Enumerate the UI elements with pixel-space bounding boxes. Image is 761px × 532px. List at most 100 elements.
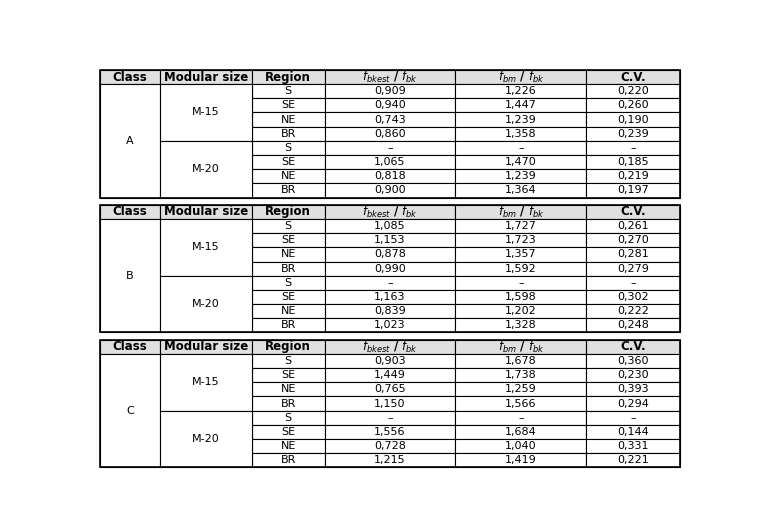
Text: NE: NE xyxy=(281,171,296,181)
Bar xyxy=(325,233,455,247)
Bar xyxy=(161,340,252,354)
Text: $f_{bm}$ / $f_{bk}$: $f_{bm}$ / $f_{bk}$ xyxy=(498,69,544,85)
Bar xyxy=(455,290,586,304)
Text: 0,222: 0,222 xyxy=(617,306,649,316)
Bar xyxy=(252,276,325,290)
Bar xyxy=(455,98,586,112)
Text: 0,743: 0,743 xyxy=(374,114,406,124)
Bar xyxy=(586,169,680,184)
Text: 0,940: 0,940 xyxy=(374,101,406,111)
Text: 0,728: 0,728 xyxy=(374,441,406,451)
Text: S: S xyxy=(285,356,291,366)
Bar xyxy=(325,368,455,383)
Bar xyxy=(252,233,325,247)
Text: 0,279: 0,279 xyxy=(617,264,649,273)
Text: 0,302: 0,302 xyxy=(617,292,649,302)
Text: 0,360: 0,360 xyxy=(617,356,649,366)
Text: S: S xyxy=(285,86,291,96)
Bar xyxy=(100,70,161,84)
Text: M-15: M-15 xyxy=(193,377,220,387)
Text: 0,270: 0,270 xyxy=(617,235,649,245)
Bar xyxy=(161,70,252,84)
Text: NE: NE xyxy=(281,441,296,451)
Text: C.V.: C.V. xyxy=(620,205,646,219)
Bar xyxy=(586,276,680,290)
Bar xyxy=(161,219,252,276)
Bar xyxy=(586,112,680,127)
Bar xyxy=(252,425,325,439)
Text: A: A xyxy=(126,136,134,146)
Bar xyxy=(586,233,680,247)
Bar xyxy=(100,340,680,467)
Bar xyxy=(586,304,680,318)
Text: 1,449: 1,449 xyxy=(374,370,406,380)
Bar xyxy=(455,233,586,247)
Bar xyxy=(586,127,680,141)
Bar xyxy=(252,318,325,332)
Text: S: S xyxy=(285,278,291,288)
Bar xyxy=(100,219,161,332)
Text: SE: SE xyxy=(281,157,295,167)
Text: 0,909: 0,909 xyxy=(374,86,406,96)
Bar xyxy=(455,411,586,425)
Text: $f_{bm}$ / $f_{bk}$: $f_{bm}$ / $f_{bk}$ xyxy=(498,204,544,220)
Bar xyxy=(325,141,455,155)
Text: 1,153: 1,153 xyxy=(374,235,406,245)
Text: 1,566: 1,566 xyxy=(505,398,537,409)
Bar xyxy=(455,247,586,262)
Text: 1,419: 1,419 xyxy=(505,455,537,466)
Text: 1,239: 1,239 xyxy=(505,114,537,124)
Text: 0,144: 0,144 xyxy=(617,427,649,437)
Bar xyxy=(586,354,680,368)
Text: 1,592: 1,592 xyxy=(505,264,537,273)
Bar xyxy=(100,354,161,467)
Bar xyxy=(586,411,680,425)
Bar xyxy=(161,276,252,332)
Bar xyxy=(325,354,455,368)
Text: C.V.: C.V. xyxy=(620,71,646,84)
Text: 0,294: 0,294 xyxy=(617,398,649,409)
Text: 0,878: 0,878 xyxy=(374,250,406,260)
Text: –: – xyxy=(630,413,636,423)
Bar xyxy=(252,247,325,262)
Bar xyxy=(586,318,680,332)
Bar xyxy=(252,304,325,318)
Bar xyxy=(325,340,455,354)
Bar xyxy=(325,70,455,84)
Bar xyxy=(161,411,252,467)
Text: 0,903: 0,903 xyxy=(374,356,406,366)
Bar xyxy=(325,318,455,332)
Bar xyxy=(161,84,252,141)
Text: 1,364: 1,364 xyxy=(505,186,537,195)
Text: 0,900: 0,900 xyxy=(374,186,406,195)
Text: –: – xyxy=(387,413,393,423)
Text: 1,447: 1,447 xyxy=(505,101,537,111)
Text: C: C xyxy=(126,406,134,415)
Text: Class: Class xyxy=(113,340,148,353)
Text: 0,839: 0,839 xyxy=(374,306,406,316)
Bar xyxy=(252,127,325,141)
Text: Class: Class xyxy=(113,205,148,219)
Text: 0,393: 0,393 xyxy=(617,385,649,394)
Bar xyxy=(161,205,252,219)
Text: BR: BR xyxy=(281,455,296,466)
Bar xyxy=(325,439,455,453)
Bar xyxy=(252,354,325,368)
Text: M-15: M-15 xyxy=(193,107,220,118)
Text: 0,261: 0,261 xyxy=(617,221,649,231)
Text: 1,357: 1,357 xyxy=(505,250,537,260)
Bar xyxy=(586,425,680,439)
Bar xyxy=(325,262,455,276)
Bar xyxy=(325,290,455,304)
Text: B: B xyxy=(126,271,134,281)
Text: 0,221: 0,221 xyxy=(617,455,649,466)
Bar xyxy=(325,84,455,98)
Text: 0,281: 0,281 xyxy=(617,250,649,260)
Text: –: – xyxy=(630,143,636,153)
Text: $f_{bkest}$ / $f_{bk}$: $f_{bkest}$ / $f_{bk}$ xyxy=(362,204,418,220)
Bar xyxy=(252,205,325,219)
Text: SE: SE xyxy=(281,101,295,111)
Bar xyxy=(586,383,680,396)
Bar xyxy=(586,262,680,276)
Text: 1,738: 1,738 xyxy=(505,370,537,380)
